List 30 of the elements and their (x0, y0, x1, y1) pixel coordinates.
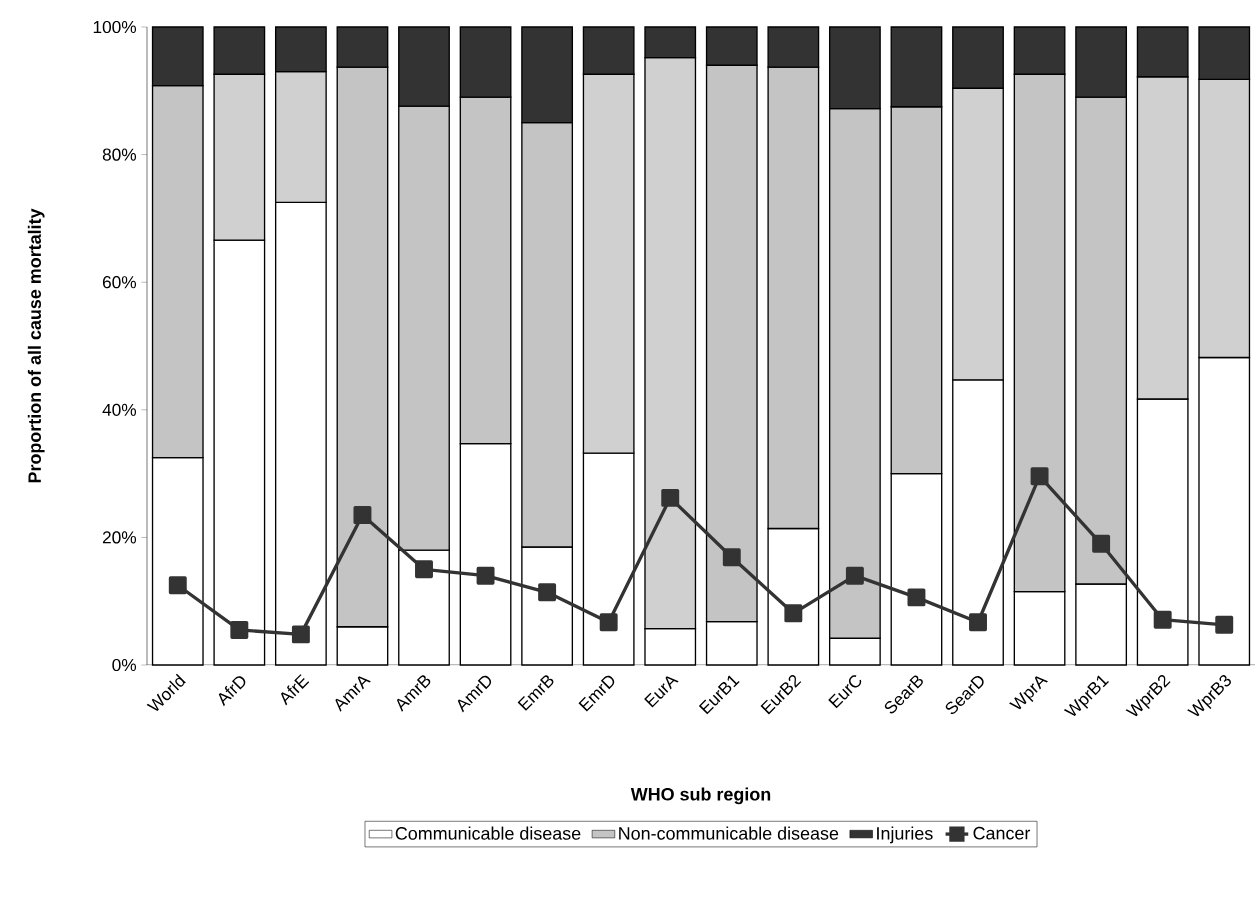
y-tick-label: 20% (102, 531, 137, 544)
point (1215, 615, 1234, 634)
point (168, 576, 187, 595)
legend-label: Cancer (973, 826, 1031, 840)
point (845, 566, 864, 585)
y-tick-label: 100% (93, 20, 137, 34)
legend-label: Non-communicable disease (619, 826, 839, 840)
point (415, 560, 433, 579)
y-tick-label: 40% (102, 403, 137, 416)
x-axis-title: WHO sub region (630, 787, 771, 805)
legend-label: Communicable disease (395, 826, 581, 840)
y-tick-label: 0% (112, 658, 137, 672)
point (353, 506, 372, 525)
point (969, 613, 987, 632)
point (784, 604, 803, 623)
y-axis-title: Proportion of all cause mortality (27, 208, 45, 483)
y-tick-label: 80% (102, 148, 137, 161)
point (1092, 534, 1111, 553)
point (291, 625, 310, 644)
point (661, 488, 680, 507)
point (722, 548, 741, 567)
point (907, 588, 926, 607)
y-tick-label: 60% (102, 276, 137, 289)
point (1030, 467, 1049, 486)
point (599, 613, 618, 632)
point (1153, 610, 1172, 629)
legend-label: Injuries (877, 826, 933, 844)
point (230, 620, 249, 639)
point (538, 583, 557, 602)
point (476, 566, 495, 585)
